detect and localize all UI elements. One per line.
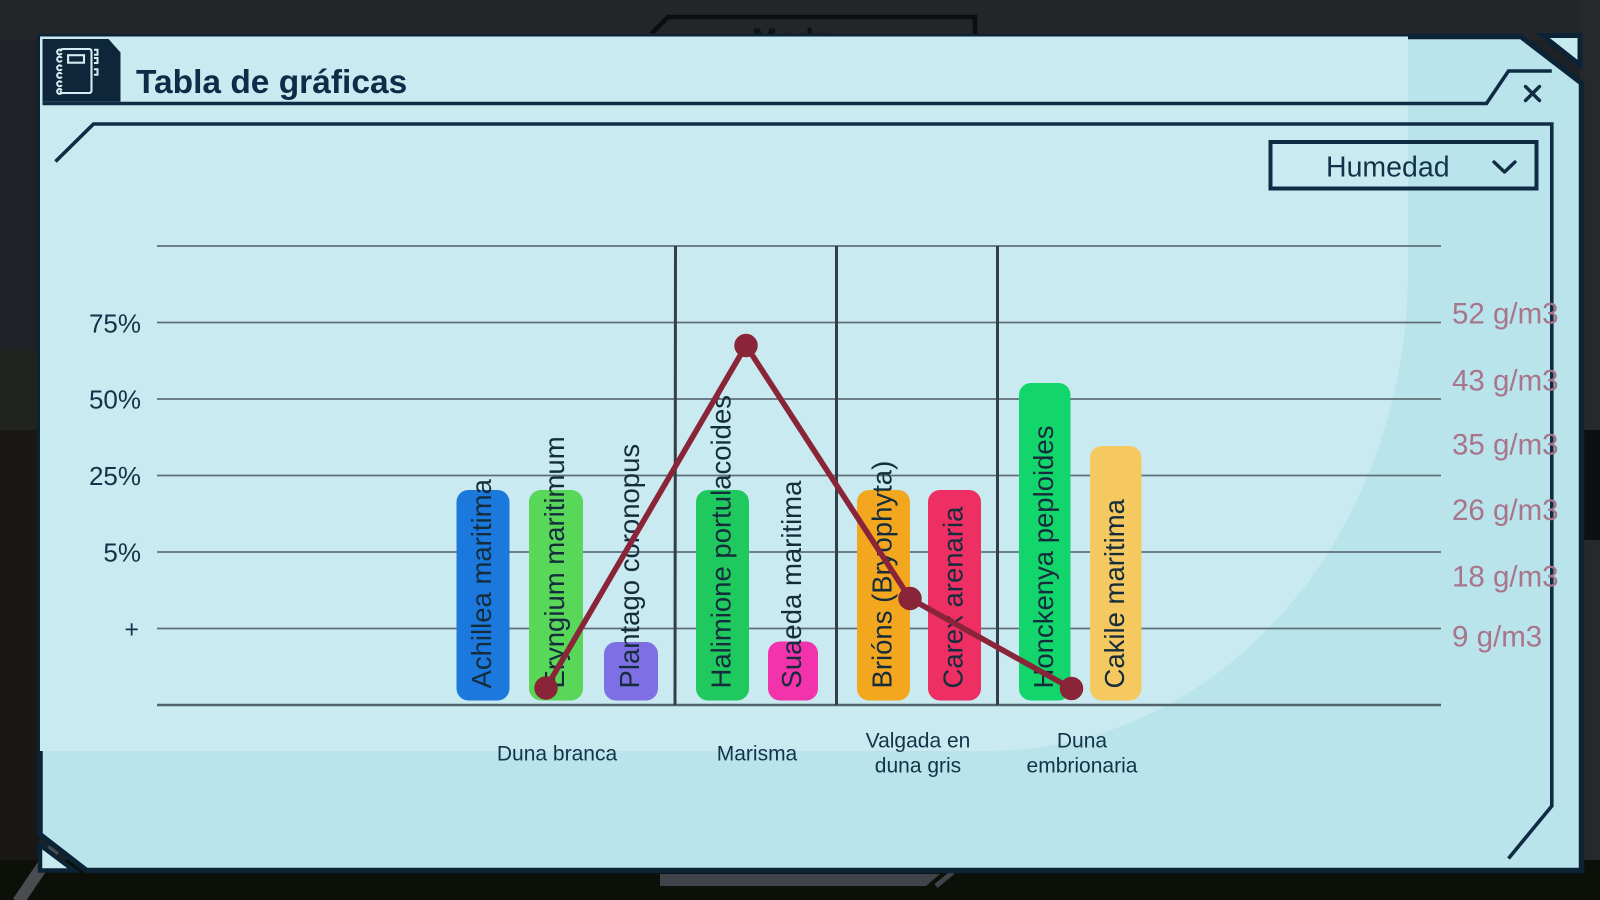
svg-text:Marisma: Marisma (717, 743, 798, 766)
svg-text:52 g/m3: 52 g/m3 (1452, 298, 1559, 331)
svg-text:Valgada en: Valgada en (866, 730, 971, 753)
svg-text:18 g/m3: 18 g/m3 (1452, 561, 1559, 594)
svg-text:Carex arenaria: Carex arenaria (938, 506, 969, 689)
svg-text:Suaeda maritima: Suaeda maritima (776, 480, 807, 689)
svg-text:Halimione portulacoides: Halimione portulacoides (706, 395, 737, 689)
svg-text:5%: 5% (103, 538, 141, 568)
svg-text:75%: 75% (89, 309, 141, 339)
svg-text:+: + (124, 616, 139, 644)
svg-text:9 g/m3: 9 g/m3 (1452, 621, 1542, 654)
svg-text:50%: 50% (89, 385, 141, 415)
svg-text:Eryngium maritimum: Eryngium maritimum (539, 436, 570, 688)
svg-text:Achillea maritima: Achillea maritima (466, 478, 497, 688)
svg-text:35 g/m3: 35 g/m3 (1452, 429, 1559, 462)
svg-text:Honckenya peploides: Honckenya peploides (1028, 426, 1059, 689)
svg-text:Duna: Duna (1057, 730, 1108, 753)
svg-text:26 g/m3: 26 g/m3 (1452, 494, 1559, 527)
svg-text:Duna branca: Duna branca (497, 743, 618, 766)
svg-text:embrionaria: embrionaria (1027, 755, 1138, 778)
svg-text:Cakile maritima: Cakile maritima (1099, 498, 1130, 688)
svg-text:Tabla de gráficas: Tabla de gráficas (136, 64, 407, 101)
svg-text:Humedad: Humedad (1326, 152, 1450, 184)
svg-text:25%: 25% (89, 461, 141, 491)
svg-text:43 g/m3: 43 g/m3 (1452, 365, 1559, 398)
svg-text:duna gris: duna gris (875, 755, 961, 778)
